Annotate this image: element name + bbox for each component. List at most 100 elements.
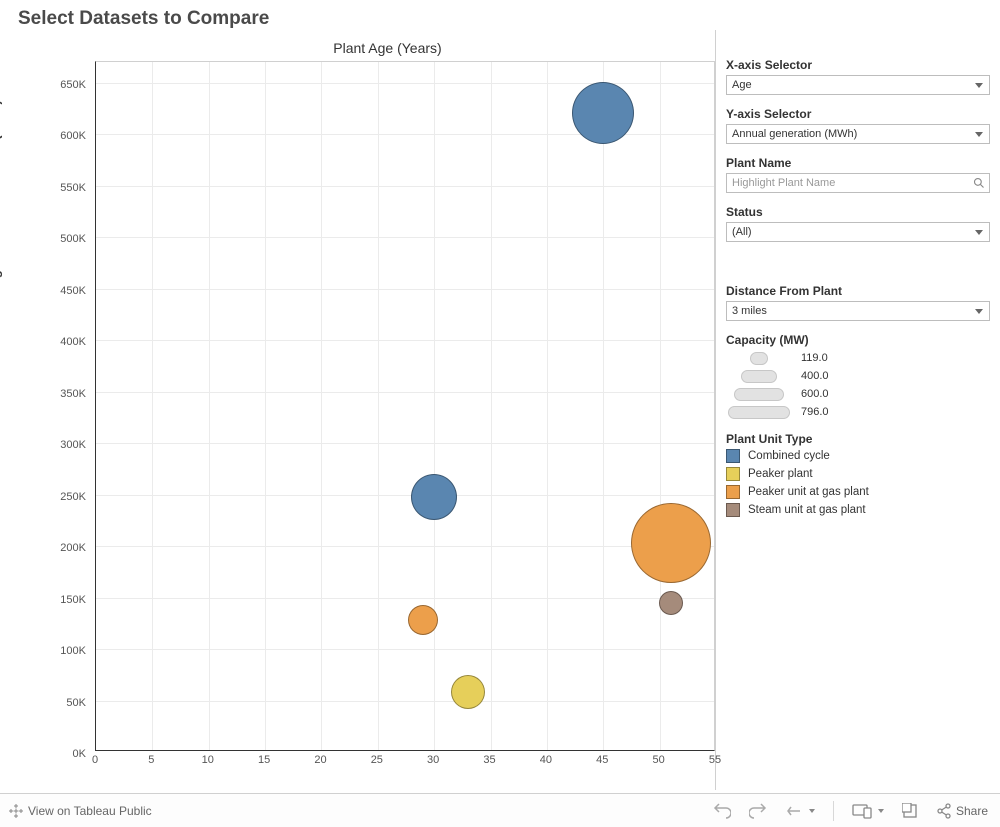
type-legend-label: Combined cycle (748, 450, 830, 462)
y-tick-label: 50K (50, 697, 86, 709)
data-point-bubble[interactable] (408, 605, 438, 635)
y-tick-label: 300K (50, 439, 86, 451)
capacity-pill (734, 388, 784, 401)
capacity-legend-title: Capacity (MW) (726, 333, 990, 347)
x-tick-label: 35 (483, 754, 495, 766)
capacity-value: 400.0 (801, 370, 829, 382)
y-tick-label: 650K (50, 79, 86, 91)
type-legend-item[interactable]: Combined cycle (726, 449, 990, 463)
type-legend-label: Peaker unit at gas plant (748, 486, 869, 498)
view-on-tableau-label: View on Tableau Public (28, 804, 152, 818)
search-icon (973, 177, 985, 189)
x-tick-label: 0 (92, 754, 98, 766)
fullscreen-icon (902, 803, 918, 819)
y-tick-label: 550K (50, 182, 86, 194)
undo-button[interactable] (713, 803, 731, 819)
capacity-legend-item: 796.0 (726, 404, 990, 420)
chevron-down-icon (878, 809, 884, 813)
color-swatch (726, 503, 740, 517)
data-point-bubble[interactable] (451, 675, 485, 709)
distance-dropdown[interactable]: 3 miles (726, 301, 990, 321)
status-label: Status (726, 205, 990, 219)
status-dropdown[interactable]: (All) (726, 222, 990, 242)
capacity-pill (750, 352, 768, 365)
x-tick-label: 30 (427, 754, 439, 766)
chevron-down-icon (809, 809, 815, 813)
x-tick-label: 20 (314, 754, 326, 766)
view-on-tableau-link[interactable]: View on Tableau Public (8, 803, 152, 819)
y-tick-label: 250K (50, 491, 86, 503)
y-selector-dropdown[interactable]: Annual generation (MWh) (726, 124, 990, 144)
capacity-pill (728, 406, 790, 419)
device-preview-button[interactable] (852, 803, 884, 819)
y-axis-title: Average Annual Generation (MWh) (0, 100, 3, 314)
capacity-value: 600.0 (801, 388, 829, 400)
toolbar-divider (833, 801, 834, 821)
y-tick-label: 500K (50, 233, 86, 245)
y-tick-label: 400K (50, 336, 86, 348)
capacity-value: 796.0 (801, 406, 829, 418)
redo-icon (749, 803, 767, 819)
y-tick-label: 0K (50, 748, 86, 760)
x-selector-dropdown[interactable]: Age (726, 75, 990, 95)
redo-button[interactable] (749, 803, 767, 819)
color-swatch (726, 467, 740, 481)
x-tick-label: 40 (540, 754, 552, 766)
data-point-bubble[interactable] (411, 474, 457, 520)
x-tick-label: 10 (202, 754, 214, 766)
tableau-icon (8, 803, 24, 819)
capacity-value: 119.0 (801, 352, 828, 364)
y-tick-label: 150K (50, 594, 86, 606)
type-legend-label: Steam unit at gas plant (748, 504, 866, 516)
plant-name-input[interactable]: Highlight Plant Name (726, 173, 990, 193)
x-axis-title: Plant Age (Years) (60, 40, 715, 58)
type-legend-item[interactable]: Peaker unit at gas plant (726, 485, 990, 499)
footer-toolbar: View on Tableau Public (0, 793, 1000, 827)
capacity-legend-item: 600.0 (726, 386, 990, 402)
y-tick-label: 200K (50, 542, 86, 554)
revert-icon (785, 803, 803, 819)
y-axis-ticks: 0K50K100K150K200K250K300K350K400K450K500… (50, 61, 90, 751)
y-tick-label: 100K (50, 645, 86, 657)
y-tick-label: 350K (50, 388, 86, 400)
data-point-bubble[interactable] (659, 591, 683, 615)
capacity-legend: Capacity (MW) 119.0 400.0 600.0 796.0 (726, 333, 990, 420)
device-icon (852, 803, 872, 819)
plant-name-placeholder: Highlight Plant Name (732, 177, 835, 189)
capacity-legend-item: 400.0 (726, 368, 990, 384)
data-point-bubble[interactable] (631, 503, 711, 583)
type-legend: Plant Unit Type Combined cycle Peaker pla… (726, 432, 990, 517)
capacity-legend-item: 119.0 (726, 350, 990, 366)
controls-sidebar: X-axis Selector Age Y-axis Selector Annu… (715, 30, 1000, 790)
x-tick-label: 15 (258, 754, 270, 766)
share-icon (936, 803, 952, 819)
color-swatch (726, 449, 740, 463)
share-label: Share (956, 804, 988, 818)
y-tick-label: 450K (50, 285, 86, 297)
x-tick-label: 45 (596, 754, 608, 766)
undo-icon (713, 803, 731, 819)
type-legend-title: Plant Unit Type (726, 432, 990, 446)
x-tick-label: 50 (653, 754, 665, 766)
plant-name-label: Plant Name (726, 156, 990, 170)
chart-region: Plant Age (Years) Average Annual Generat… (0, 30, 715, 790)
y-selector-label: Y-axis Selector (726, 107, 990, 121)
type-legend-item[interactable]: Steam unit at gas plant (726, 503, 990, 517)
revert-button[interactable] (785, 803, 815, 819)
y-tick-label: 600K (50, 130, 86, 142)
distance-label: Distance From Plant (726, 284, 990, 298)
capacity-pill (741, 370, 777, 383)
color-swatch (726, 485, 740, 499)
x-selector-label: X-axis Selector (726, 58, 990, 72)
type-legend-label: Peaker plant (748, 468, 813, 480)
page-title: Select Datasets to Compare (0, 0, 1000, 30)
type-legend-item[interactable]: Peaker plant (726, 467, 990, 481)
share-button[interactable]: Share (936, 803, 988, 819)
fullscreen-button[interactable] (902, 803, 918, 819)
x-tick-label: 5 (148, 754, 154, 766)
x-axis-ticks: 0510152025303540455055 (95, 750, 715, 768)
x-tick-label: 55 (709, 754, 721, 766)
x-tick-label: 25 (371, 754, 383, 766)
data-point-bubble[interactable] (572, 82, 634, 144)
scatter-plot[interactable] (95, 61, 715, 751)
